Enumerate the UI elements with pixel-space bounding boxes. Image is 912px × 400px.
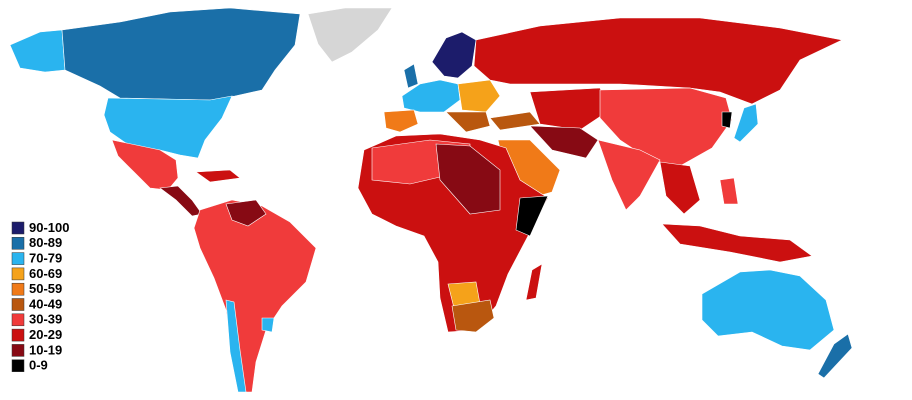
legend-swatch [11,359,25,372]
land-masses [9,7,853,393]
philippines [719,177,739,205]
southeast-asia [659,161,701,215]
legend-label: 30-39 [29,312,62,327]
libya-sudan [435,143,501,215]
south-america [193,199,317,393]
chile [225,299,247,393]
central-asia [529,87,611,131]
canada [61,7,301,101]
legend-swatch [11,328,25,342]
legend-label: 60-69 [29,266,62,281]
legend-swatch [11,237,25,250]
central-america [159,185,203,217]
legend-label: 40-49 [29,296,62,311]
legend-swatch [11,221,25,235]
caribbean [195,169,241,183]
china [599,87,733,167]
india [597,139,661,211]
japan [733,103,759,143]
alaska [9,29,66,73]
legend: 90-10080-8970-7960-6950-5940-4930-3920-2… [11,220,69,373]
legend-swatch [11,267,25,281]
iran-afghanistan [529,125,599,159]
legend-swatch [11,344,25,357]
legend-swatch [11,282,25,296]
legend-label: 50-59 [29,281,62,296]
australia [701,269,835,351]
iberia [383,109,419,133]
legend-swatch [11,298,25,311]
legend-label: 70-79 [29,251,62,266]
somalia [515,195,549,237]
usa [103,95,233,159]
balkans [445,111,491,133]
south-africa [451,299,495,333]
legend-label: 20-29 [29,327,62,342]
uk [403,63,419,89]
legend-label: 80-89 [29,235,62,250]
korea [721,111,733,129]
new-zealand [817,333,853,379]
legend-label: 90-100 [29,220,69,235]
uruguay [261,317,275,333]
eastern-europe [457,79,501,113]
legend-swatch [11,252,25,265]
venezuela [225,199,267,227]
legend-label: 0-9 [29,358,48,373]
legend-label: 10-19 [29,342,62,357]
legend-swatch [11,313,25,327]
greenland [307,7,393,63]
madagascar [525,263,543,301]
russia [473,17,843,105]
indonesia [661,223,813,263]
scandinavia [431,31,477,79]
western-europe [401,79,461,113]
